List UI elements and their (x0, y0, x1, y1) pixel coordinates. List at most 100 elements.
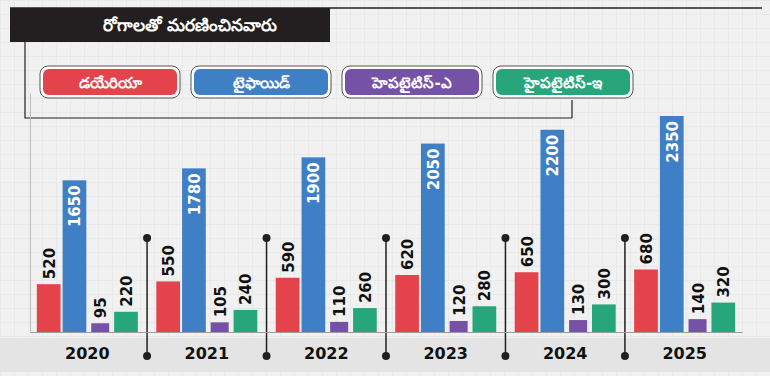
legend-swatch (43, 69, 177, 95)
legend-box (342, 66, 482, 98)
bar (156, 281, 180, 332)
legend-swatch (194, 69, 328, 95)
separator-line (505, 238, 507, 356)
separator-dot (621, 234, 629, 242)
data-label: 1650 (66, 185, 84, 227)
chart: రోగాలతో మరణించినవారు డయేరియా టైఫాయిడ్ హెపటై… (0, 0, 770, 376)
x-tick: 2020 (65, 332, 110, 363)
title: రోగాలతో మరణించినవారు (103, 15, 278, 35)
data-label: 105 (212, 286, 230, 317)
bar (353, 308, 377, 332)
bar (660, 116, 684, 332)
separator-dot (263, 352, 271, 360)
data-label: 300 (596, 268, 614, 299)
legend-label: డయేరియా (79, 74, 143, 92)
data-label: 260 (357, 272, 375, 303)
x-tick: 2023 (423, 332, 468, 363)
data-label: 590 (280, 241, 298, 272)
bar (63, 180, 87, 332)
separator-dot (621, 352, 629, 360)
bar (211, 322, 229, 332)
legend-box (40, 66, 180, 98)
y-axis (30, 94, 31, 333)
x-tick-label: 2022 (304, 344, 349, 363)
separator-dot (382, 234, 390, 242)
bar (395, 275, 419, 332)
bar (91, 323, 109, 332)
legend-label: హెపటైటిస్-ఎ (371, 74, 451, 94)
data-label: 110 (331, 286, 349, 317)
separator-dot (263, 234, 271, 242)
legend-box (493, 66, 633, 98)
bar (515, 272, 539, 332)
separator-dot (143, 352, 151, 360)
data-label: 1900 (305, 162, 323, 204)
legend-label: హైపటైటిస్-ఇ (523, 74, 603, 94)
bars (37, 116, 735, 332)
bar (450, 321, 468, 332)
title-box (10, 8, 330, 42)
x-tick: 2025 (662, 332, 707, 363)
legend-item: హెపటైటిస్-ఎ (342, 66, 482, 98)
x-tick: 2022 (304, 332, 349, 363)
data-label: 2050 (425, 149, 443, 191)
bar (689, 319, 707, 332)
legend-item: డయేరియా (40, 66, 180, 98)
data-label: 95 (92, 297, 110, 318)
separator-dot (143, 234, 151, 242)
x-tick-label: 2021 (185, 344, 230, 363)
x-tick-label: 2025 (662, 344, 707, 363)
data-label: 550 (160, 245, 178, 276)
data-label: 120 (451, 285, 469, 316)
axis-strip (0, 338, 770, 372)
separator-dot (382, 352, 390, 360)
legend-item: టైఫాయిడ్ (191, 66, 331, 98)
legend-swatch (496, 69, 630, 95)
legend-bracket (25, 42, 572, 118)
bar (330, 322, 348, 332)
bar (182, 168, 206, 332)
data-label: 650 (519, 236, 537, 267)
data-label: 620 (399, 239, 417, 270)
x-tick: 2021 (185, 332, 230, 363)
data-label: 130 (570, 284, 588, 315)
data-label: 680 (638, 233, 656, 264)
x-axis: 2020 2021 2022 2023 2024 2025 (31, 332, 743, 363)
data-label: 1780 (186, 173, 204, 215)
data-label: 2200 (544, 135, 562, 177)
data-label: 240 (237, 274, 255, 305)
bar (592, 304, 616, 332)
data-label: 220 (118, 275, 136, 306)
legend-box (191, 66, 331, 98)
separator-dot (501, 234, 509, 242)
bar (302, 157, 326, 332)
data-label: 320 (715, 266, 733, 297)
background-grid (0, 0, 770, 376)
separator-line (385, 238, 387, 356)
background (0, 0, 770, 376)
separator-line (624, 238, 626, 356)
bar (276, 278, 300, 332)
separator-line (146, 238, 148, 356)
x-tick-label: 2023 (423, 344, 468, 363)
bar (569, 320, 587, 332)
y-axis-line (30, 94, 31, 333)
x-axis-line (31, 332, 743, 333)
bar (540, 130, 564, 332)
bar (37, 284, 61, 332)
data-labels: 520 550 590 620 650 680 1650 1780 1900 2050 2200 23… (41, 121, 734, 318)
data-label: 520 (41, 248, 59, 279)
bar (234, 310, 258, 332)
legend-swatch (345, 69, 479, 95)
legend-item: హైపటైటిస్-ఇ (493, 66, 633, 98)
x-tick: 2024 (543, 332, 588, 363)
separator-dot (501, 352, 509, 360)
data-label: 2350 (664, 121, 682, 163)
legend-label: టైఫాయిడ్ (233, 74, 290, 94)
data-label: 280 (476, 270, 494, 301)
bar (711, 303, 735, 332)
x-tick-label: 2024 (543, 344, 588, 363)
bar (421, 144, 445, 332)
bar (634, 269, 658, 332)
data-label: 140 (690, 283, 708, 314)
